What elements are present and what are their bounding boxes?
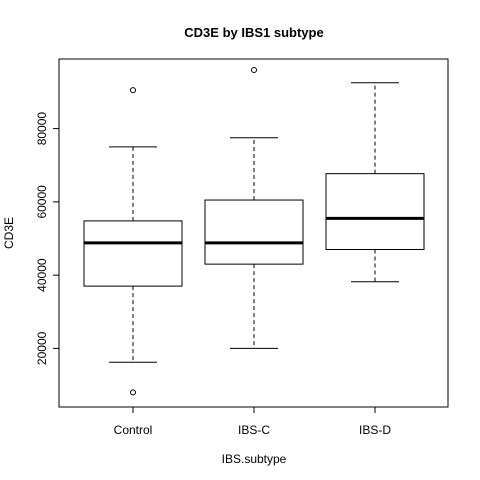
outlier-point bbox=[251, 66, 257, 73]
box-iqr bbox=[204, 199, 304, 265]
y-tick-label: 20000 bbox=[35, 331, 49, 365]
x-tick-label: Control bbox=[114, 423, 153, 437]
plot-layer bbox=[83, 66, 425, 396]
box-iqr bbox=[83, 220, 183, 287]
x-axis-label: IBS.subtype bbox=[222, 452, 287, 466]
axis-layer: 20000 40000 60000 80000 Control IBS-C IBS-D bbox=[35, 112, 391, 437]
outlier-point bbox=[130, 87, 136, 94]
y-tick-label: 40000 bbox=[35, 258, 49, 292]
x-tick-label: IBS-D bbox=[359, 423, 391, 437]
x-tick-label: IBS-C bbox=[238, 423, 270, 437]
y-axis-label: CD3E bbox=[2, 217, 16, 249]
y-tick-label: 60000 bbox=[35, 185, 49, 219]
y-tick-label: 80000 bbox=[35, 112, 49, 146]
box-iqr bbox=[325, 173, 425, 250]
outlier-point bbox=[130, 389, 136, 396]
chart-title: CD3E by IBS1 subtype bbox=[184, 25, 323, 40]
